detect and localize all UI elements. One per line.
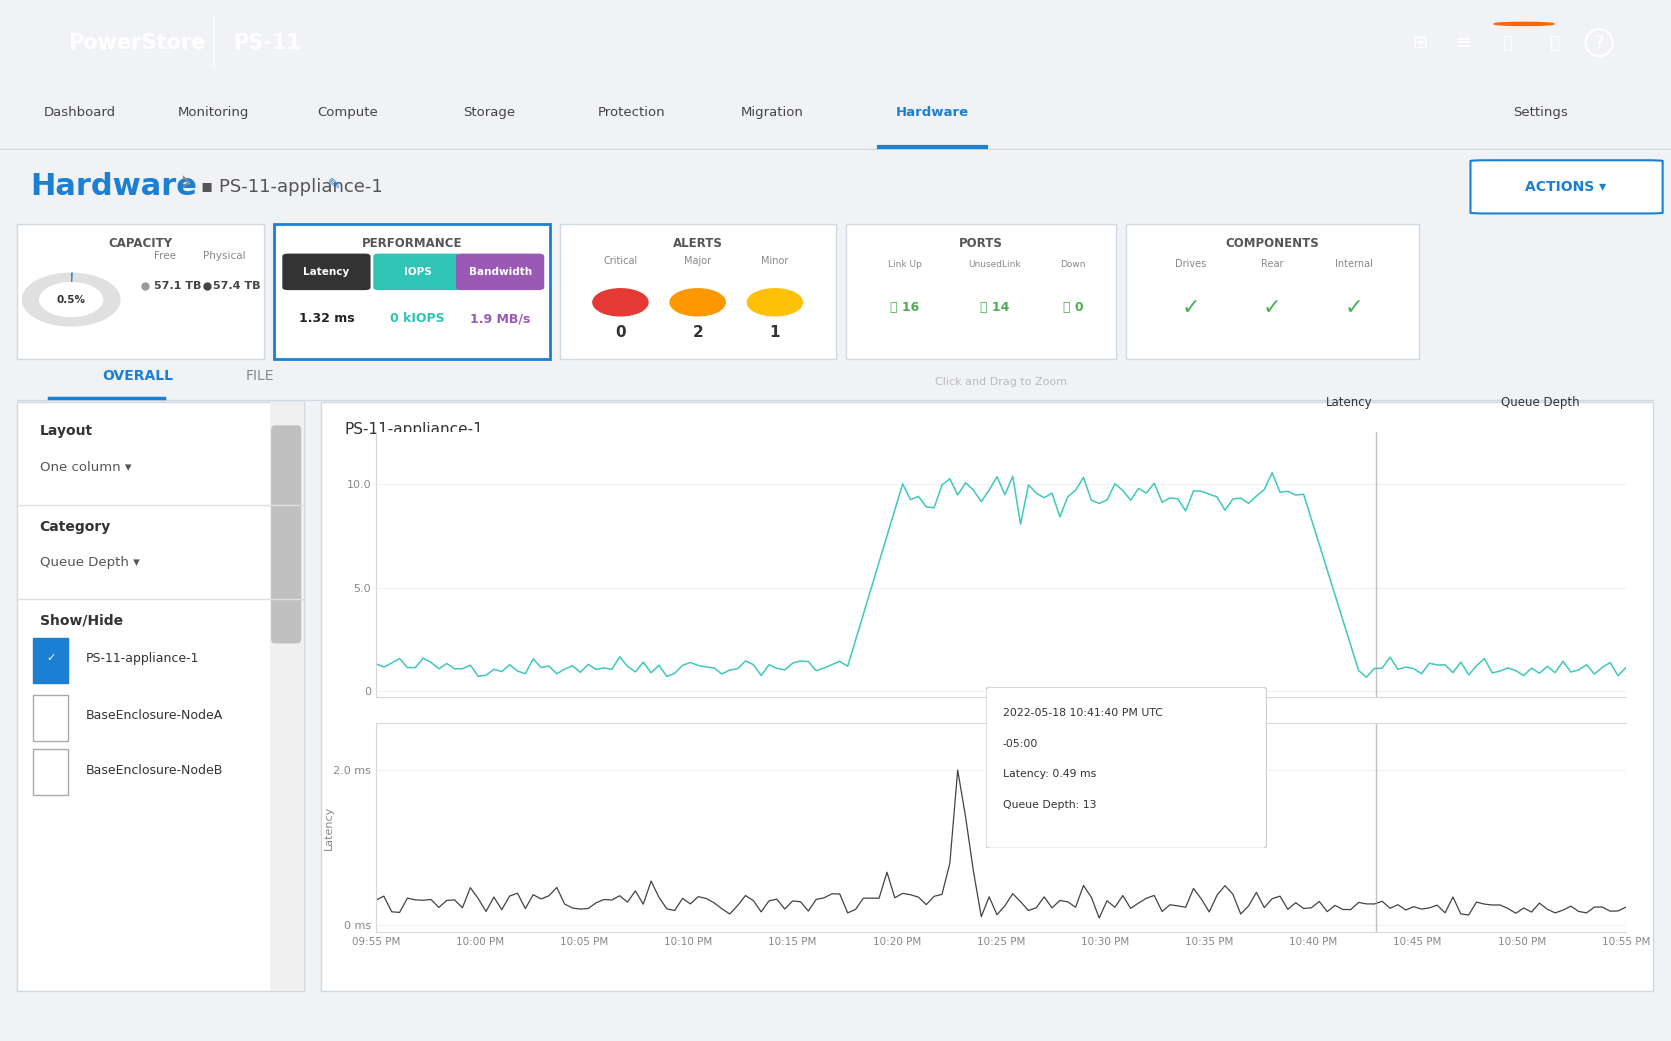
FancyBboxPatch shape — [282, 254, 371, 290]
Text: 🔗 0: 🔗 0 — [1063, 301, 1083, 314]
Circle shape — [747, 288, 802, 315]
FancyBboxPatch shape — [1470, 160, 1663, 213]
FancyBboxPatch shape — [32, 637, 69, 684]
Text: Monitoring: Monitoring — [179, 106, 249, 119]
Text: Dashboard: Dashboard — [43, 106, 117, 119]
Text: PORTS: PORTS — [959, 237, 1003, 250]
Text: Bandwidth: Bandwidth — [468, 266, 531, 277]
Text: PS-11-appliance-1: PS-11-appliance-1 — [85, 652, 199, 664]
FancyBboxPatch shape — [456, 254, 545, 290]
Text: 🔗 16: 🔗 16 — [891, 301, 919, 314]
FancyBboxPatch shape — [373, 254, 461, 290]
Text: 57.1 TB: 57.1 TB — [154, 281, 201, 291]
FancyBboxPatch shape — [986, 687, 1267, 848]
Text: Queue Depth: Queue Depth — [1501, 397, 1579, 409]
Text: ▪ PS-11-appliance-1: ▪ PS-11-appliance-1 — [201, 178, 383, 196]
Text: ?: ? — [1594, 33, 1604, 52]
Text: Drives: Drives — [1175, 259, 1206, 270]
Text: ✓: ✓ — [1345, 298, 1364, 318]
Text: Rear: Rear — [1262, 259, 1283, 270]
Text: Free: Free — [154, 251, 175, 261]
Wedge shape — [22, 273, 120, 327]
Text: PS-11-appliance-1: PS-11-appliance-1 — [344, 423, 483, 437]
Text: ✓: ✓ — [1263, 298, 1282, 318]
Text: 2022-05-18 10:41:40 PM UTC: 2022-05-18 10:41:40 PM UTC — [1003, 708, 1163, 718]
FancyBboxPatch shape — [32, 694, 69, 740]
Text: ALERTS: ALERTS — [673, 237, 722, 250]
Text: ›: › — [179, 168, 190, 197]
Text: UnusedLink: UnusedLink — [968, 260, 1021, 270]
Text: Minor: Minor — [762, 256, 789, 266]
Text: ✎: ✎ — [328, 177, 341, 193]
Text: Major: Major — [683, 256, 712, 266]
Text: Queue Depth ▾: Queue Depth ▾ — [40, 556, 139, 569]
Text: Click and Drag to Zoom: Click and Drag to Zoom — [936, 377, 1066, 386]
Text: ⊞: ⊞ — [1412, 33, 1429, 52]
Text: BaseEnclosure-NodeA: BaseEnclosure-NodeA — [85, 709, 222, 721]
Text: IOPS: IOPS — [403, 266, 431, 277]
Circle shape — [670, 288, 725, 315]
Text: FILE: FILE — [246, 370, 274, 383]
Text: Show/Hide: Show/Hide — [40, 614, 124, 628]
Text: -05:00: -05:00 — [1003, 739, 1038, 748]
Text: Migration: Migration — [740, 106, 804, 119]
FancyBboxPatch shape — [846, 224, 1116, 359]
Text: OVERALL: OVERALL — [102, 370, 172, 383]
Text: 0: 0 — [615, 325, 625, 339]
Text: Protection: Protection — [598, 106, 665, 119]
Bar — [269, 402, 304, 991]
Text: One column ▾: One column ▾ — [40, 461, 132, 474]
Text: Layout: Layout — [40, 425, 94, 438]
Text: 2: 2 — [692, 325, 703, 339]
FancyBboxPatch shape — [1252, 389, 1273, 416]
Text: Compute: Compute — [317, 106, 378, 119]
Text: Latency: Latency — [1325, 397, 1372, 409]
Text: Down: Down — [1059, 260, 1086, 270]
Text: Settings: Settings — [1514, 106, 1567, 119]
Text: ACTIONS ▾: ACTIONS ▾ — [1526, 180, 1606, 194]
FancyBboxPatch shape — [274, 224, 550, 359]
Text: 1.9 MB/s: 1.9 MB/s — [470, 312, 530, 325]
Circle shape — [1494, 22, 1554, 25]
Text: Hardware: Hardware — [896, 106, 969, 119]
Text: Latency: Latency — [324, 806, 334, 849]
Text: PERFORMANCE: PERFORMANCE — [361, 237, 463, 250]
FancyBboxPatch shape — [32, 750, 69, 795]
FancyBboxPatch shape — [560, 224, 836, 359]
Text: ≡: ≡ — [1455, 32, 1472, 53]
Text: Category: Category — [40, 519, 110, 534]
FancyBboxPatch shape — [17, 402, 304, 991]
Text: Hardware: Hardware — [30, 173, 197, 201]
FancyBboxPatch shape — [1425, 389, 1449, 416]
Text: 🔔: 🔔 — [1502, 33, 1512, 52]
Text: Critical: Critical — [603, 256, 638, 266]
Text: Queue Depth: 13: Queue Depth: 13 — [1003, 801, 1096, 810]
FancyBboxPatch shape — [1126, 224, 1419, 359]
Text: COMPONENTS: COMPONENTS — [1225, 237, 1320, 250]
Wedge shape — [72, 273, 74, 282]
Text: Latency: Latency — [304, 266, 349, 277]
Text: PS-11: PS-11 — [234, 32, 301, 53]
Text: 0.5%: 0.5% — [57, 295, 85, 305]
Text: ✓: ✓ — [1181, 298, 1200, 318]
Text: BaseEnclosure-NodeB: BaseEnclosure-NodeB — [85, 764, 222, 777]
Text: Latency: 0.49 ms: Latency: 0.49 ms — [1003, 769, 1096, 780]
Text: Physical: Physical — [204, 251, 246, 261]
FancyBboxPatch shape — [321, 402, 1653, 991]
Text: ✓: ✓ — [45, 653, 55, 663]
Text: CAPACITY: CAPACITY — [109, 237, 172, 250]
Text: 👤: 👤 — [1549, 33, 1559, 52]
Text: 1.32 ms: 1.32 ms — [299, 312, 354, 325]
Text: 🔗 14: 🔗 14 — [979, 301, 1009, 314]
Circle shape — [593, 288, 648, 315]
Text: Internal: Internal — [1335, 259, 1374, 270]
Text: 1: 1 — [770, 325, 780, 339]
FancyBboxPatch shape — [271, 426, 301, 643]
FancyBboxPatch shape — [17, 224, 264, 359]
Text: PowerStore: PowerStore — [69, 32, 206, 53]
Text: 57.4 TB: 57.4 TB — [214, 281, 261, 291]
Text: Link Up: Link Up — [889, 260, 922, 270]
Text: 0 kIOPS: 0 kIOPS — [389, 312, 444, 325]
Text: Storage: Storage — [463, 106, 516, 119]
